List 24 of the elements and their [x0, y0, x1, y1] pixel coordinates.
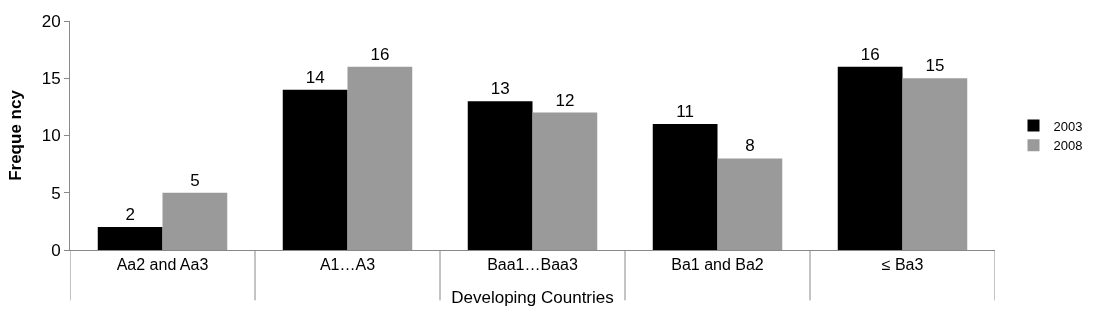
data-label: 13	[490, 79, 510, 99]
y-tick-label: 5	[51, 183, 61, 203]
y-tick-label: 10	[41, 126, 61, 146]
y-tick-label: 15	[41, 69, 61, 89]
data-label: 15	[925, 56, 945, 76]
data-label: 5	[190, 170, 200, 190]
x-tick-label: Ba1 and Ba2	[671, 256, 764, 274]
legend-label: 2008	[1053, 138, 1083, 154]
x-tick-label: ≤ Ba3	[881, 256, 924, 274]
y-tick-label: 0	[51, 240, 61, 260]
data-label: 16	[860, 44, 880, 64]
data-label: 8	[745, 136, 755, 156]
x-tick-label: A1…A3	[319, 256, 376, 274]
data-label: 2	[125, 205, 135, 225]
legend-label: 2003	[1053, 118, 1083, 134]
y-axis-title: Freque ncy	[6, 89, 26, 181]
data-label: 11	[676, 102, 694, 122]
x-axis-title: Developing Countries	[451, 287, 614, 307]
y-tick-label: 20	[41, 11, 61, 31]
x-tick-label: Aa2 and Aa3	[116, 256, 209, 274]
data-label: 16	[370, 44, 390, 64]
x-tick-label: Baa1…Baa3	[487, 256, 578, 274]
data-label: 14	[305, 67, 325, 87]
data-label: 12	[555, 90, 575, 110]
